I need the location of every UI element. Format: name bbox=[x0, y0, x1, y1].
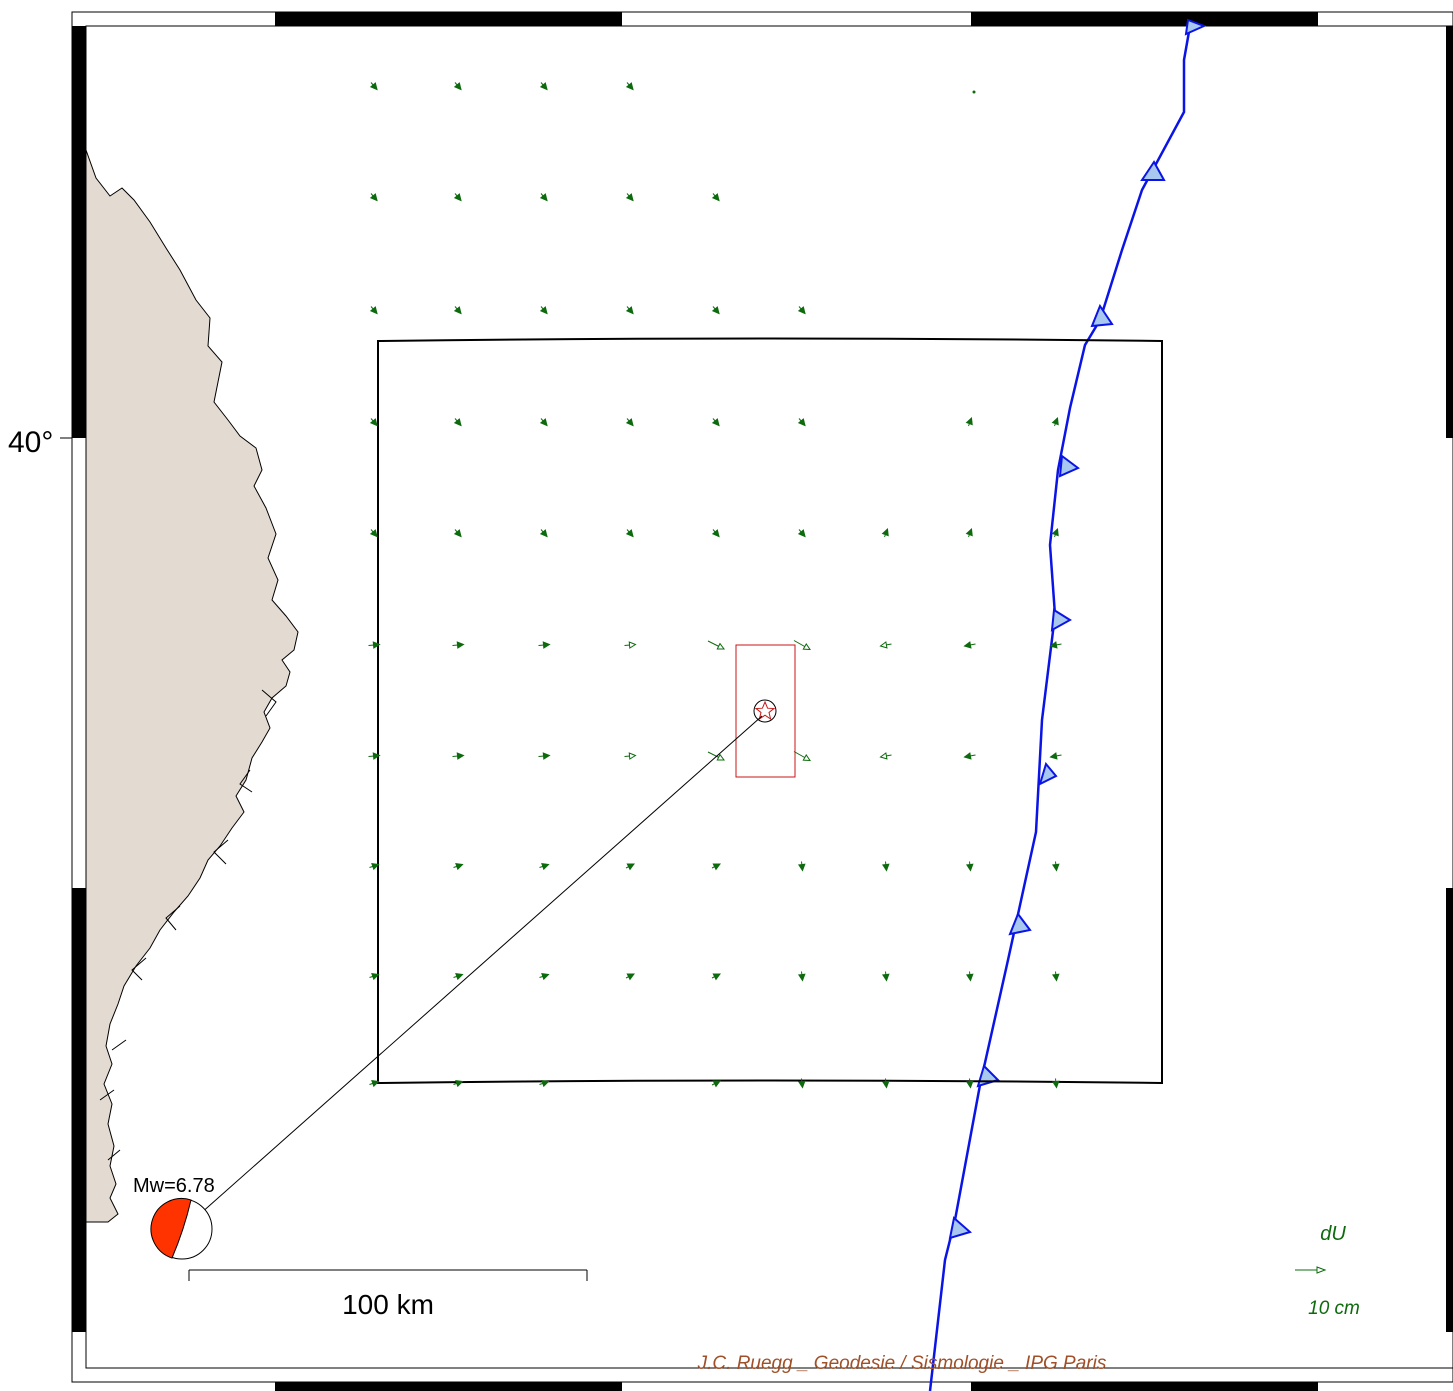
arrow-icon bbox=[797, 1080, 806, 1089]
arrow-icon bbox=[963, 752, 972, 760]
magnitude-label: Mw=6.78 bbox=[133, 1175, 215, 1197]
arrow-icon bbox=[797, 973, 806, 982]
arrow-icon bbox=[369, 82, 378, 91]
arrow-icon bbox=[369, 193, 378, 202]
arrow-icon bbox=[541, 1079, 550, 1088]
arrow-icon bbox=[879, 641, 888, 649]
subduction-trench bbox=[928, 25, 1192, 1391]
arrow-icon bbox=[712, 863, 721, 871]
arrow-icon bbox=[455, 972, 464, 981]
arrow-icon bbox=[879, 752, 888, 760]
arrow-icon bbox=[797, 418, 806, 427]
arrow-icon bbox=[542, 641, 551, 649]
arrow-icon bbox=[965, 1080, 974, 1089]
arrow-icon bbox=[711, 193, 720, 202]
arrow-icon bbox=[797, 863, 806, 872]
displacement-vectors bbox=[368, 82, 1062, 1089]
arrow-icon bbox=[1049, 641, 1058, 649]
beachball-connector bbox=[199, 715, 763, 1215]
arrow-icon bbox=[539, 418, 548, 427]
arrow-icon bbox=[539, 193, 548, 202]
arrow-icon bbox=[881, 527, 889, 537]
arrow-icon bbox=[965, 416, 973, 426]
arrow-icon bbox=[797, 529, 806, 538]
arrow-icon bbox=[453, 418, 462, 427]
trench-teeth bbox=[948, 18, 1207, 1240]
latitude-label: 40° bbox=[8, 426, 53, 459]
arrow-icon bbox=[371, 862, 380, 871]
arrow-icon bbox=[1051, 973, 1060, 982]
arrow-icon bbox=[539, 529, 548, 538]
arrow-icon bbox=[369, 529, 378, 538]
arrow-icon bbox=[542, 752, 551, 760]
arrow-icon bbox=[1051, 416, 1059, 426]
focal-mechanism-icon bbox=[150, 1197, 213, 1260]
arrow-icon bbox=[1051, 527, 1059, 537]
arrow-icon bbox=[541, 972, 550, 981]
arrow-icon bbox=[369, 306, 378, 315]
arrow-icon bbox=[1049, 752, 1058, 760]
arrow-icon bbox=[963, 641, 972, 649]
arrow-icon bbox=[1051, 1080, 1060, 1089]
arrow-icon bbox=[716, 753, 725, 761]
arrow-icon bbox=[797, 306, 806, 315]
vector-legend-title: dU bbox=[1320, 1223, 1346, 1245]
arrow-icon bbox=[716, 642, 725, 650]
arrow-icon bbox=[965, 527, 973, 537]
arrow-icon bbox=[711, 529, 720, 538]
arrow-icon bbox=[453, 82, 462, 91]
arrow-icon bbox=[626, 863, 635, 871]
arrow-icon bbox=[539, 306, 548, 315]
arrow-icon bbox=[625, 306, 634, 315]
arrow-icon bbox=[455, 862, 464, 871]
arrow-icon bbox=[1295, 1266, 1327, 1274]
arrow-icon bbox=[453, 193, 462, 202]
arrow-icon bbox=[802, 753, 811, 762]
arrow-icon bbox=[371, 972, 380, 981]
arrow-icon bbox=[453, 306, 462, 315]
arrow-icon bbox=[372, 641, 381, 649]
vector-legend-value: 10 cm bbox=[1308, 1298, 1360, 1319]
arrow-icon bbox=[625, 418, 634, 427]
arrow-icon bbox=[456, 752, 465, 760]
arrow-icon bbox=[541, 862, 550, 871]
arrow-icon bbox=[455, 1079, 464, 1088]
arrow-icon bbox=[965, 863, 974, 872]
credit-text: J.C. Ruegg _ Geodesie / Sismologie _ IPG… bbox=[697, 1353, 1107, 1374]
arrow-icon bbox=[802, 642, 811, 651]
arrow-icon bbox=[625, 529, 634, 538]
arrow-icon bbox=[625, 82, 634, 91]
coastline-land bbox=[85, 149, 299, 1223]
scale-bar-label: 100 km bbox=[342, 1289, 434, 1320]
arrow-icon bbox=[881, 973, 890, 982]
arrow-icon bbox=[628, 752, 637, 760]
arrow-icon bbox=[371, 1079, 380, 1088]
arrow-icon bbox=[628, 641, 637, 649]
scale-bar bbox=[188, 1269, 588, 1281]
fault-plane bbox=[735, 644, 796, 778]
arrow-icon bbox=[453, 529, 462, 538]
coastline-detail bbox=[99, 689, 277, 1161]
arrow-icon bbox=[372, 752, 381, 760]
arrow-icon bbox=[712, 973, 721, 981]
model-grid-box bbox=[377, 337, 1163, 1085]
arrow-icon bbox=[1051, 863, 1060, 872]
arrow-icon bbox=[626, 973, 635, 981]
arrow-icon bbox=[369, 418, 378, 427]
arrow-icon bbox=[711, 418, 720, 427]
arrow-icon bbox=[711, 306, 720, 315]
arrow-icon bbox=[456, 641, 465, 649]
arrow-icon bbox=[625, 193, 634, 202]
arrow-icon bbox=[881, 863, 890, 872]
vector-dot bbox=[972, 90, 976, 94]
arrow-icon bbox=[881, 1080, 890, 1089]
star-icon bbox=[753, 699, 777, 723]
arrow-icon bbox=[965, 973, 974, 982]
arrow-icon bbox=[539, 82, 548, 91]
arrow-icon bbox=[712, 1080, 721, 1088]
